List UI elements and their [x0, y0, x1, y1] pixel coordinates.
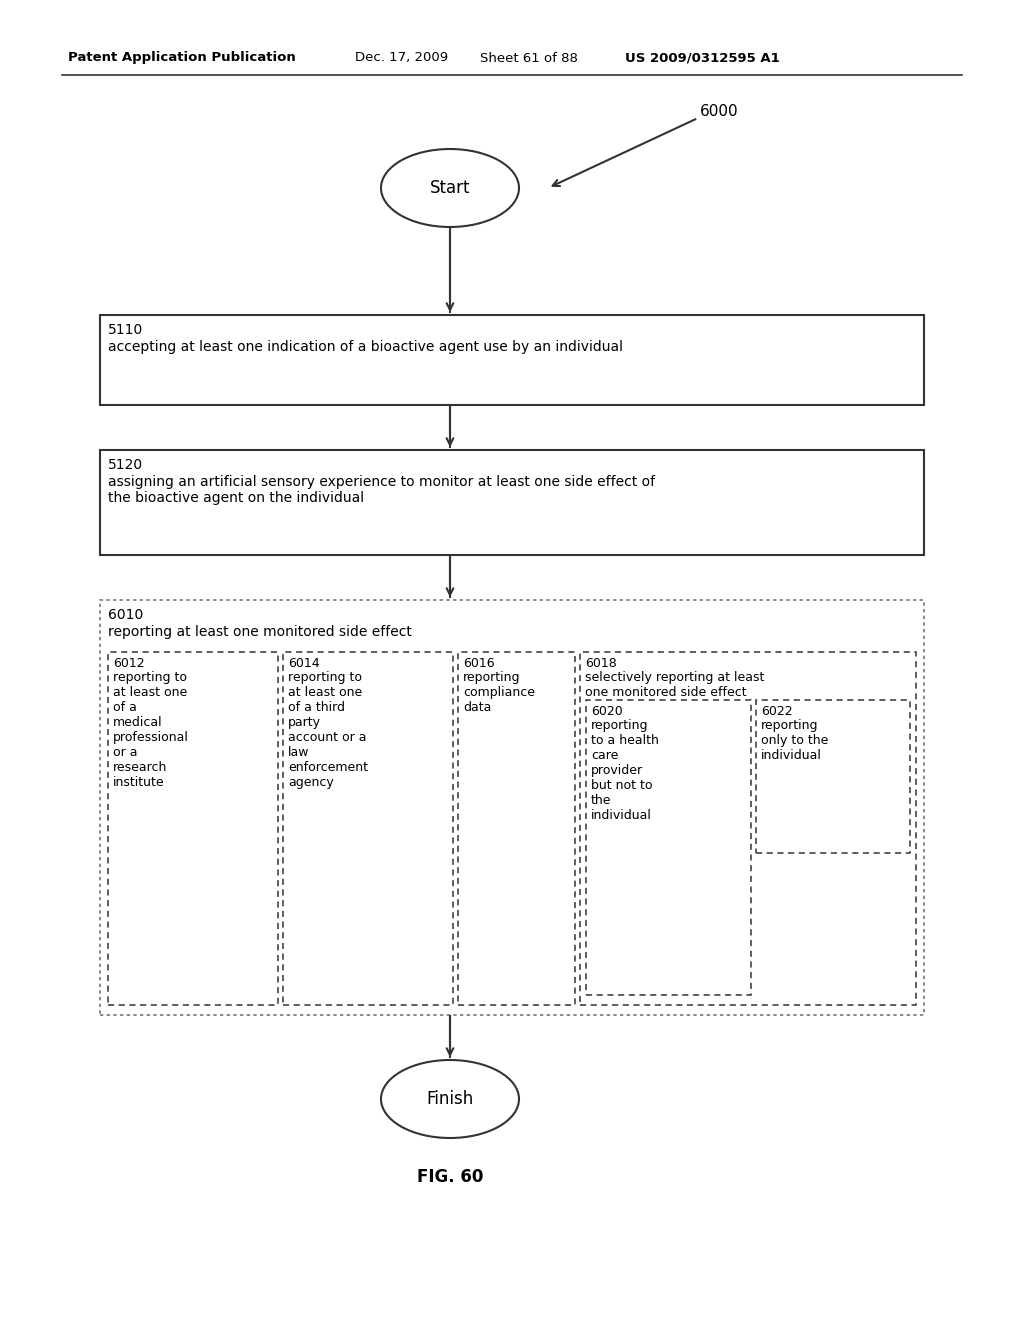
Text: Patent Application Publication: Patent Application Publication: [68, 51, 296, 65]
Text: reporting to
at least one
of a
medical
professional
or a
research
institute: reporting to at least one of a medical p…: [113, 671, 188, 789]
Ellipse shape: [381, 1060, 519, 1138]
Text: 6018: 6018: [585, 657, 616, 671]
Bar: [100, 450, 924, 554]
Text: 6020: 6020: [591, 705, 623, 718]
Bar: [283, 652, 453, 1005]
Text: FIG. 60: FIG. 60: [417, 1168, 483, 1185]
Ellipse shape: [381, 149, 519, 227]
Text: 6016: 6016: [463, 657, 495, 671]
Bar: [756, 700, 910, 853]
Text: reporting
compliance
data: reporting compliance data: [463, 671, 535, 714]
Text: 5120: 5120: [108, 458, 143, 473]
Text: 6000: 6000: [700, 104, 738, 120]
Text: Sheet 61 of 88: Sheet 61 of 88: [480, 51, 578, 65]
Text: 6014: 6014: [288, 657, 319, 671]
Bar: [586, 700, 751, 995]
Text: 6010: 6010: [108, 609, 143, 622]
Text: US 2009/0312595 A1: US 2009/0312595 A1: [625, 51, 779, 65]
Text: 6022: 6022: [761, 705, 793, 718]
Text: reporting at least one monitored side effect: reporting at least one monitored side ef…: [108, 624, 412, 639]
Text: 5110: 5110: [108, 323, 143, 337]
Text: reporting to
at least one
of a third
party
account or a
law
enforcement
agency: reporting to at least one of a third par…: [288, 671, 368, 789]
Text: Finish: Finish: [426, 1090, 474, 1107]
Text: 6012: 6012: [113, 657, 144, 671]
Bar: [100, 601, 924, 1015]
Bar: [580, 652, 916, 1005]
Text: reporting
only to the
individual: reporting only to the individual: [761, 719, 828, 762]
Text: Dec. 17, 2009: Dec. 17, 2009: [355, 51, 449, 65]
Text: accepting at least one indication of a bioactive agent use by an individual: accepting at least one indication of a b…: [108, 341, 623, 354]
Bar: [458, 652, 575, 1005]
Text: reporting
to a health
care
provider
but not to
the
individual: reporting to a health care provider but …: [591, 719, 658, 822]
Bar: [108, 652, 278, 1005]
Text: Start: Start: [430, 180, 470, 197]
Bar: [100, 315, 924, 405]
Text: assigning an artificial sensory experience to monitor at least one side effect o: assigning an artificial sensory experien…: [108, 475, 655, 506]
Text: selectively reporting at least
one monitored side effect: selectively reporting at least one monit…: [585, 671, 764, 700]
